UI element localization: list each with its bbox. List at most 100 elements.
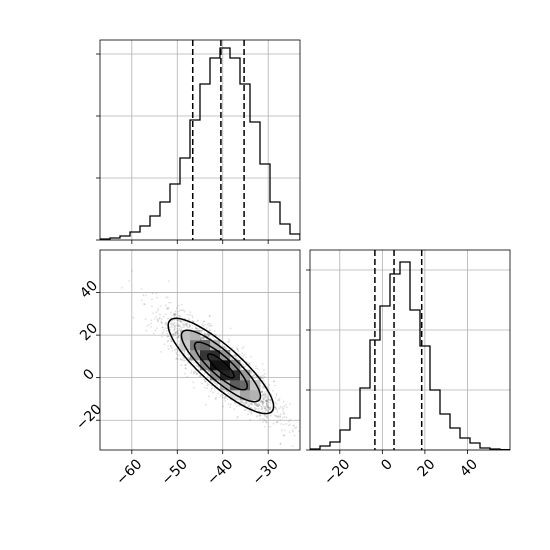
scatter-point: [275, 394, 278, 397]
scatter-point: [197, 319, 200, 322]
scatter-point: [262, 398, 265, 401]
scatter-point: [263, 391, 266, 394]
scatter-point: [201, 382, 204, 385]
scatter-point: [192, 381, 195, 384]
scatter-point: [261, 400, 264, 403]
scatter-point: [264, 419, 267, 422]
scatter-point: [177, 329, 180, 332]
scatter-point: [166, 335, 169, 338]
scatter-point: [249, 363, 252, 366]
scatter-point: [184, 323, 187, 325]
scatter-point: [285, 416, 288, 419]
scatter-point: [175, 348, 178, 350]
scatter-point: [243, 403, 246, 406]
scatter-point: [255, 415, 258, 418]
scatter-point: [176, 358, 179, 361]
scatter-point: [177, 336, 180, 339]
scatter-point: [183, 351, 186, 354]
scatter-point: [178, 327, 181, 330]
scatter-point: [261, 401, 264, 404]
scatter-point: [210, 325, 213, 327]
scatter-point: [176, 331, 178, 333]
scatter-point: [238, 404, 241, 407]
scatter-point: [261, 402, 264, 405]
scatter-point: [264, 396, 267, 399]
scatter-point: [191, 319, 194, 322]
scatter-point: [291, 429, 294, 431]
scatter-point: [177, 324, 180, 327]
scatter-point: [192, 386, 195, 389]
scatter-point: [282, 400, 285, 403]
scatter-point: [186, 314, 189, 316]
scatter-point: [279, 443, 282, 445]
scatter-point: [262, 374, 264, 377]
scatter-point: [177, 325, 180, 328]
scatter-point: [289, 423, 291, 426]
scatter-point: [261, 386, 264, 389]
scatter-point: [214, 382, 217, 384]
scatter-point: [220, 393, 223, 396]
scatter-point: [174, 313, 177, 316]
scatter-point: [285, 406, 288, 409]
scatter-point: [173, 325, 176, 327]
scatter-point: [226, 390, 228, 393]
scatter-point: [261, 410, 264, 413]
scatter-point: [172, 322, 175, 325]
scatter-point: [174, 310, 177, 313]
scatter-point: [256, 405, 259, 408]
scatter-point: [223, 396, 226, 399]
scatter-point: [261, 408, 264, 410]
scatter-point: [213, 387, 216, 390]
scatter-point: [189, 313, 191, 316]
scatter-point: [142, 294, 145, 297]
tick-marks: [96, 53, 269, 244]
scatter-point: [197, 328, 200, 331]
scatter-point: [275, 407, 278, 410]
scatter-point: [179, 315, 182, 318]
scatter-point: [175, 353, 178, 356]
scatter-point: [258, 410, 261, 413]
scatter-point: [194, 327, 197, 329]
scatter-point: [260, 400, 263, 402]
scatter-point: [229, 406, 232, 409]
scatter-point: [294, 427, 296, 430]
scatter-point: [257, 407, 260, 410]
scatter-point: [208, 395, 210, 398]
scatter-point: [251, 375, 254, 377]
scatter-point: [236, 357, 239, 359]
scatter-point: [176, 319, 179, 322]
scatter-point: [179, 325, 182, 328]
scatter-point: [173, 314, 176, 316]
scatter-point: [179, 320, 182, 323]
scatter-point: [264, 415, 267, 417]
scatter-point: [158, 317, 161, 319]
scatter-point: [208, 370, 210, 373]
scatter-point: [258, 404, 261, 407]
scatter-point: [203, 336, 206, 339]
scatter-point: [249, 407, 252, 409]
scatter-point: [182, 319, 184, 322]
scatter-point: [181, 326, 183, 329]
scatter-point: [189, 324, 191, 327]
scatter-point: [206, 382, 209, 385]
scatter-point: [178, 340, 181, 343]
scatter-point: [282, 434, 285, 437]
scatter-point: [167, 317, 169, 320]
scatter-point: [174, 331, 176, 334]
scatter-point: [156, 296, 158, 299]
scatter-point: [262, 393, 264, 396]
scatter-point: [144, 294, 147, 297]
scatter-point: [174, 312, 177, 315]
scatter-point: [143, 303, 146, 306]
scatter-point: [204, 403, 207, 406]
histogram-step-line: [100, 47, 300, 240]
scatter-point: [213, 380, 215, 383]
scatter-point: [206, 384, 209, 387]
scatter-point: [266, 405, 268, 408]
scatter-point: [186, 353, 189, 355]
axes-frame: [309, 249, 511, 451]
scatter-point: [151, 298, 153, 301]
scatter-point: [200, 336, 202, 339]
grid-lines: [100, 250, 300, 450]
scatter-point: [289, 403, 291, 405]
